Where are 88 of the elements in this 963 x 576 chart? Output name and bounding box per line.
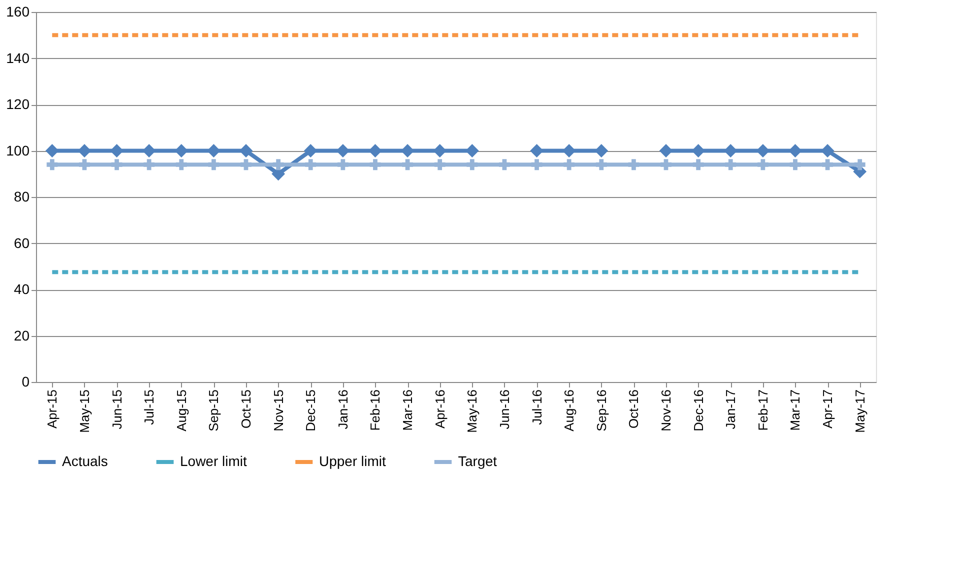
point xyxy=(724,144,738,158)
point xyxy=(206,144,220,158)
point xyxy=(628,159,640,170)
point xyxy=(564,159,575,170)
x-tick-label: May-16 xyxy=(464,390,480,433)
point xyxy=(466,159,478,170)
point xyxy=(596,159,607,170)
point xyxy=(240,159,252,170)
point xyxy=(692,144,706,158)
x-tick-label: Apr-15 xyxy=(44,390,60,429)
point xyxy=(562,144,576,158)
x-tick-label: Feb-17 xyxy=(755,390,770,431)
point xyxy=(822,159,834,170)
point xyxy=(434,159,446,170)
point xyxy=(660,159,672,170)
y-tick-label: 40 xyxy=(14,281,30,297)
legend-label: Actuals xyxy=(62,453,108,469)
point xyxy=(305,159,316,170)
point xyxy=(174,144,188,158)
x-tick-label: Jul-15 xyxy=(142,390,157,425)
point xyxy=(111,159,122,170)
x-tick-label: Jan-17 xyxy=(723,390,738,430)
point xyxy=(433,144,447,158)
x-tick-label: Jan-16 xyxy=(335,390,350,430)
point xyxy=(336,144,350,158)
point xyxy=(400,144,414,158)
x-tick-label: Mar-16 xyxy=(400,390,416,431)
x-tick-label: Dec-16 xyxy=(690,390,706,432)
x-tick-label: Apr-16 xyxy=(432,390,448,429)
point xyxy=(659,144,673,158)
point xyxy=(498,159,510,170)
legend-label: Lower limit xyxy=(180,453,248,469)
point xyxy=(757,159,768,170)
x-tick-label: Mar-17 xyxy=(788,390,803,431)
x-tick-label: Sep-16 xyxy=(594,390,609,432)
y-tick-label: 20 xyxy=(14,327,30,344)
point xyxy=(272,159,284,170)
x-tick-label: Oct-16 xyxy=(626,390,642,429)
point xyxy=(788,144,802,158)
point xyxy=(368,144,382,158)
x-tick-label: Oct-15 xyxy=(238,390,254,429)
point xyxy=(304,144,318,158)
point xyxy=(402,159,414,170)
point xyxy=(142,144,156,158)
point xyxy=(176,159,187,170)
point xyxy=(78,144,92,158)
x-tick-label: Aug-15 xyxy=(174,390,189,432)
point xyxy=(692,159,704,170)
point xyxy=(370,159,381,170)
point xyxy=(756,144,770,158)
point xyxy=(530,144,544,158)
y-tick-label: 160 xyxy=(6,4,30,20)
point xyxy=(465,144,479,158)
y-tick-label: 120 xyxy=(6,96,30,112)
x-tick-label: May-15 xyxy=(76,390,92,433)
point xyxy=(110,144,124,158)
x-tick-label: Sep-15 xyxy=(206,390,222,432)
x-tick-label: Aug-16 xyxy=(562,390,577,432)
point xyxy=(725,159,736,170)
point xyxy=(208,159,220,170)
x-tick-label: Dec-15 xyxy=(303,390,318,432)
y-tick-label: 60 xyxy=(14,234,30,251)
y-tick-label: 0 xyxy=(22,374,30,390)
point xyxy=(337,159,348,170)
y-tick-label: 100 xyxy=(6,142,30,158)
x-tick-label: Jun-16 xyxy=(496,390,512,430)
point xyxy=(531,159,542,170)
point xyxy=(272,167,286,181)
point xyxy=(790,159,801,170)
point xyxy=(78,159,90,170)
point xyxy=(820,144,834,158)
point xyxy=(45,144,59,158)
legend-label: Upper limit xyxy=(319,453,386,469)
point xyxy=(144,159,155,170)
x-tick-label: Jul-16 xyxy=(529,390,544,425)
x-tick-label: May-17 xyxy=(852,390,868,433)
x-tick-label: Nov-15 xyxy=(270,390,286,432)
point xyxy=(594,144,608,158)
x-tick-label: Apr-17 xyxy=(820,390,836,429)
legend-label: Target xyxy=(458,453,498,469)
x-tick-label: Nov-16 xyxy=(658,390,674,432)
x-tick-label: Feb-16 xyxy=(368,390,383,431)
y-tick-label: 140 xyxy=(6,50,30,66)
point xyxy=(239,144,253,158)
y-tick-label: 80 xyxy=(14,188,30,204)
point xyxy=(46,159,58,170)
x-tick-label: Jun-15 xyxy=(109,390,124,430)
point xyxy=(854,159,866,170)
